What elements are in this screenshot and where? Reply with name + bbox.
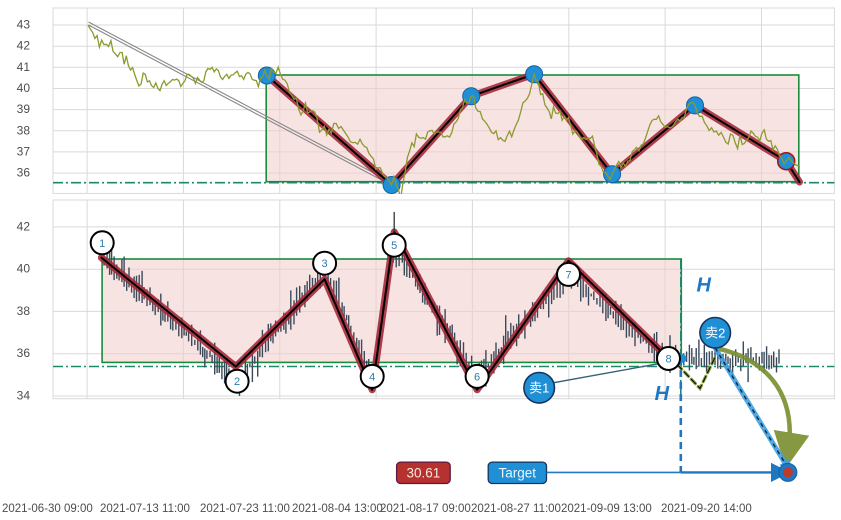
svg-text:4: 4	[369, 371, 375, 383]
svg-text:38: 38	[17, 123, 31, 137]
svg-text:卖1: 卖1	[529, 380, 549, 395]
svg-text:3: 3	[322, 258, 328, 270]
svg-text:36: 36	[17, 166, 31, 180]
svg-text:1: 1	[99, 238, 105, 250]
svg-text:34: 34	[17, 389, 31, 403]
svg-text:6: 6	[474, 371, 480, 383]
svg-text:2021-07-23 11:00: 2021-07-23 11:00	[200, 503, 290, 515]
svg-text:8: 8	[665, 354, 671, 366]
svg-text:H: H	[655, 383, 670, 405]
svg-text:42: 42	[17, 39, 31, 53]
svg-text:2: 2	[234, 376, 240, 388]
svg-text:41: 41	[17, 60, 31, 74]
svg-text:37: 37	[17, 144, 31, 158]
svg-text:2021-06-30 09:00: 2021-06-30 09:00	[2, 503, 93, 515]
svg-text:2021-09-20 14:00: 2021-09-20 14:00	[661, 503, 752, 515]
svg-text:2021-08-27 11:00: 2021-08-27 11:00	[471, 503, 561, 515]
svg-text:卖2: 卖2	[705, 325, 725, 340]
svg-text:39: 39	[17, 102, 31, 116]
svg-text:2021-08-04 13:00: 2021-08-04 13:00	[292, 503, 383, 515]
svg-text:43: 43	[17, 18, 31, 32]
svg-text:H: H	[696, 275, 711, 297]
svg-text:5: 5	[391, 240, 397, 252]
svg-text:40: 40	[17, 81, 31, 95]
svg-text:40: 40	[17, 262, 31, 276]
svg-text:2021-09-09 13:00: 2021-09-09 13:00	[561, 503, 652, 515]
svg-text:2021-07-13 11:00: 2021-07-13 11:00	[100, 503, 190, 515]
svg-text:2021-08-17 09:00: 2021-08-17 09:00	[380, 503, 471, 515]
svg-text:7: 7	[565, 269, 571, 281]
svg-text:36: 36	[17, 346, 31, 360]
svg-text:38: 38	[17, 304, 31, 318]
svg-text:30.61: 30.61	[407, 466, 441, 481]
svg-text:42: 42	[17, 219, 31, 233]
svg-text:Target: Target	[499, 466, 537, 481]
